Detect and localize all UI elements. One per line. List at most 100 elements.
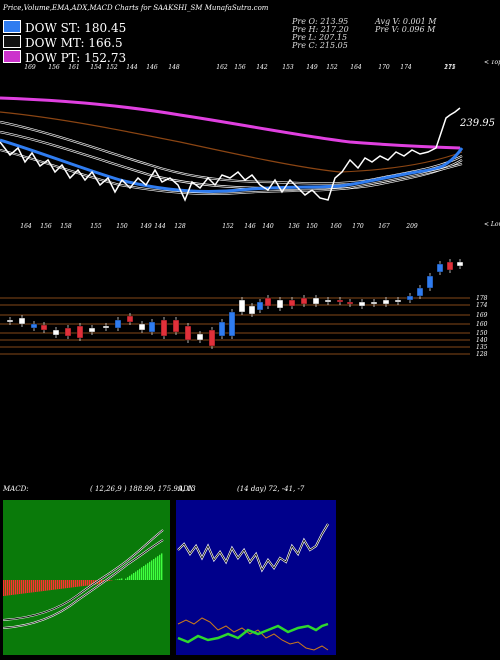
macd-bg: [3, 500, 170, 655]
top-label: 156: [234, 64, 246, 71]
macd-bar: [47, 580, 49, 591]
top-labels: 169 156 161 154 152 144 146 148 162 156 142 153 149 1…: [24, 64, 456, 71]
candle-body: [300, 297, 308, 305]
macd-bar: [101, 580, 103, 584]
macd-bar: [117, 579, 119, 580]
top-label: 164: [350, 64, 362, 71]
candle-body: [446, 261, 454, 271]
bottom-label: 209: [405, 223, 418, 230]
legend-label-st: DOW ST: 180.45: [25, 21, 127, 35]
macd-bar: [85, 580, 87, 586]
candle-body: [40, 324, 48, 331]
candle-body: [276, 299, 284, 309]
macd-bar: [145, 564, 147, 580]
bottom-label: 128: [174, 223, 186, 230]
macd-bar: [41, 580, 43, 592]
macd-bar: [23, 580, 25, 594]
bottom-label: 156: [40, 223, 52, 230]
macd-bar: [127, 577, 129, 580]
adx-params: (14 day) 72, -41, -7: [237, 485, 305, 493]
info-low: Pre L: 207.15: [292, 33, 348, 42]
macd-bar: [107, 580, 109, 582]
candle-body: [238, 299, 246, 313]
adx-panel: [176, 500, 336, 655]
macd-bar: [143, 566, 145, 580]
macd-bar: [71, 580, 73, 588]
macd-params: ( 12,26,9 ) 188.99, 175.99, 13: [90, 485, 196, 493]
last-value-label: 239.95: [459, 118, 495, 129]
legend-label-pt: DOW PT: 152.73: [25, 51, 127, 65]
macd-bar: [133, 573, 135, 580]
candle-body: [256, 301, 264, 311]
macd-bar: [161, 553, 163, 580]
candle-body: [30, 323, 38, 329]
macd-bar: [125, 578, 127, 580]
macd-bar: [27, 580, 29, 593]
macd-bar: [17, 580, 19, 595]
macd-bar: [153, 559, 155, 580]
legend-label-mt: DOW MT: 166.5: [25, 36, 123, 50]
macd-bar: [61, 580, 63, 589]
candle-body: [346, 301, 354, 305]
level-label: 135: [476, 344, 488, 351]
macd-bar: [9, 580, 11, 596]
macd-label: MACD: [3, 485, 27, 493]
adx-bg: [176, 500, 336, 655]
macd-bar: [7, 580, 9, 596]
candles: [6, 259, 464, 349]
candle-body: [336, 299, 344, 303]
macd-bar: [3, 580, 5, 596]
top-label: 148: [168, 64, 180, 71]
macd-bar: [77, 580, 79, 587]
macd-bar: [45, 580, 47, 591]
bottom-label: 150: [116, 223, 128, 230]
macd-bar: [55, 580, 57, 590]
ema-brown-line: [0, 111, 463, 173]
candle-body: [138, 323, 146, 331]
bottom-label: 149: [140, 223, 152, 230]
macd-bar: [99, 580, 101, 584]
top-label: 154: [90, 64, 102, 71]
candle-body: [102, 325, 110, 329]
level-label: 150: [476, 330, 488, 337]
candle-body: [172, 319, 180, 333]
bottom-label: 144: [154, 223, 166, 230]
macd-bar: [141, 567, 143, 580]
candle-body: [6, 319, 14, 323]
candle-body: [184, 325, 192, 341]
macd-bar: [129, 575, 131, 580]
macd-bar: [131, 574, 133, 580]
bottom-label: 140: [262, 223, 274, 230]
level-label: 178: [476, 295, 488, 302]
candle-body: [324, 299, 332, 303]
candle-body: [312, 297, 320, 305]
info-prev-vol: Pre V: 0.096 M: [375, 25, 436, 34]
macd-bar: [19, 580, 21, 594]
candle-body: [126, 315, 134, 323]
macd-line: [3, 529, 164, 621]
tops-tag: < Tops: [484, 60, 500, 66]
macd-bar: [155, 557, 157, 580]
lows-tag: < Lows: [484, 221, 500, 228]
macd-bar: [11, 580, 13, 595]
macd-bar: [67, 580, 69, 588]
candle-body: [370, 301, 378, 305]
macd-bar: [25, 580, 27, 594]
top-label: 162: [216, 64, 228, 71]
candle-body: [76, 325, 84, 339]
info-col1: Pre O: 213.95 Pre H: 217.20 Pre L: 207.1…: [292, 18, 349, 50]
candle-body: [416, 287, 424, 297]
top-label: 152: [326, 64, 338, 71]
macd-histogram: [3, 553, 163, 596]
candle-body: [456, 261, 464, 267]
macd-bar: [49, 580, 51, 591]
candle-body: [88, 327, 96, 333]
macd-bar: [63, 580, 65, 589]
candle-body: [228, 311, 236, 337]
macd-bar: [37, 580, 39, 592]
bottom-label: 155: [90, 223, 102, 230]
level-label: 160: [476, 321, 488, 328]
candle-body: [288, 299, 296, 307]
